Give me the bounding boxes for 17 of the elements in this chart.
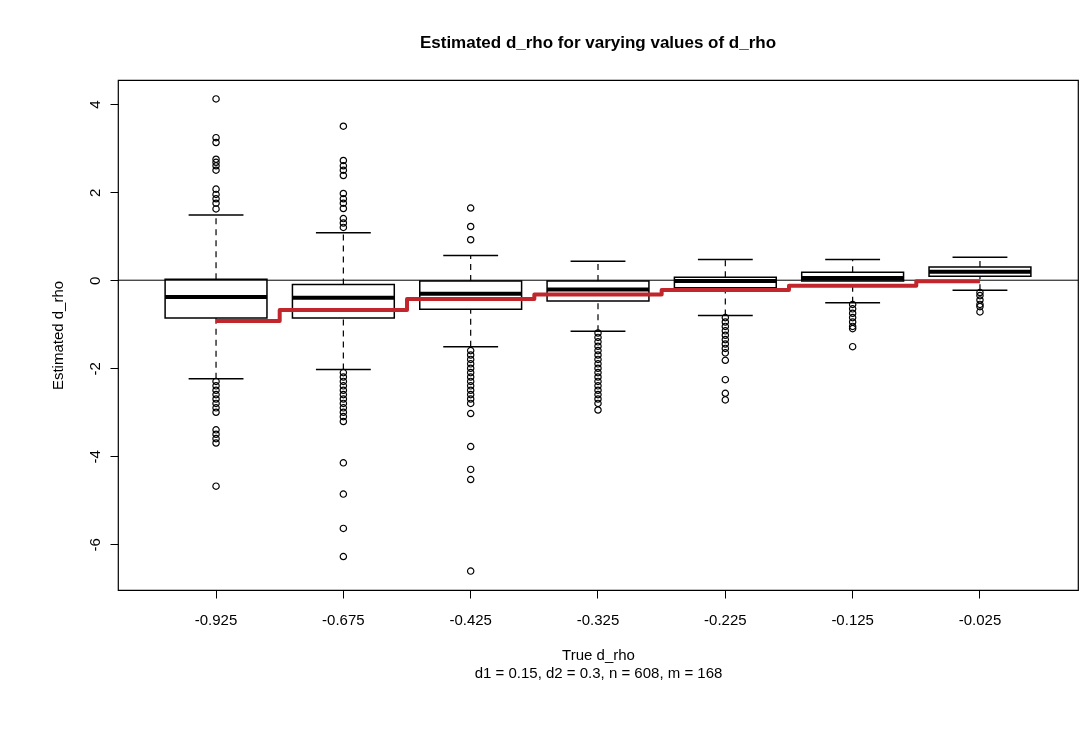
y-tick-label: 2 (85, 188, 103, 197)
x-tick-label: -0.225 (704, 610, 747, 628)
y-tick-label: -6 (85, 538, 103, 552)
y-tick-label: 0 (85, 276, 103, 285)
x-tick-label: -0.425 (449, 610, 492, 628)
y-tick-label: -4 (85, 450, 103, 464)
chart-title: Estimated d_rho for varying values of d_rho (419, 33, 777, 52)
x-tick-label: -0.325 (576, 610, 620, 628)
x-tick-label: -0.025 (958, 610, 1002, 628)
y-tick-label: -2 (85, 362, 103, 376)
x-axis-title: True d_rho (562, 645, 635, 663)
x-tick-label: -0.675 (322, 610, 365, 628)
x-tick-label: -0.925 (194, 610, 238, 628)
y-tick-label: 4 (85, 100, 103, 109)
x-tick-label: -0.125 (831, 610, 874, 628)
text: d1 = 0.15, d2 = 0.3, n = 608, m = 168 (474, 663, 723, 681)
y-axis-title: Estimated d_rho (48, 280, 66, 391)
